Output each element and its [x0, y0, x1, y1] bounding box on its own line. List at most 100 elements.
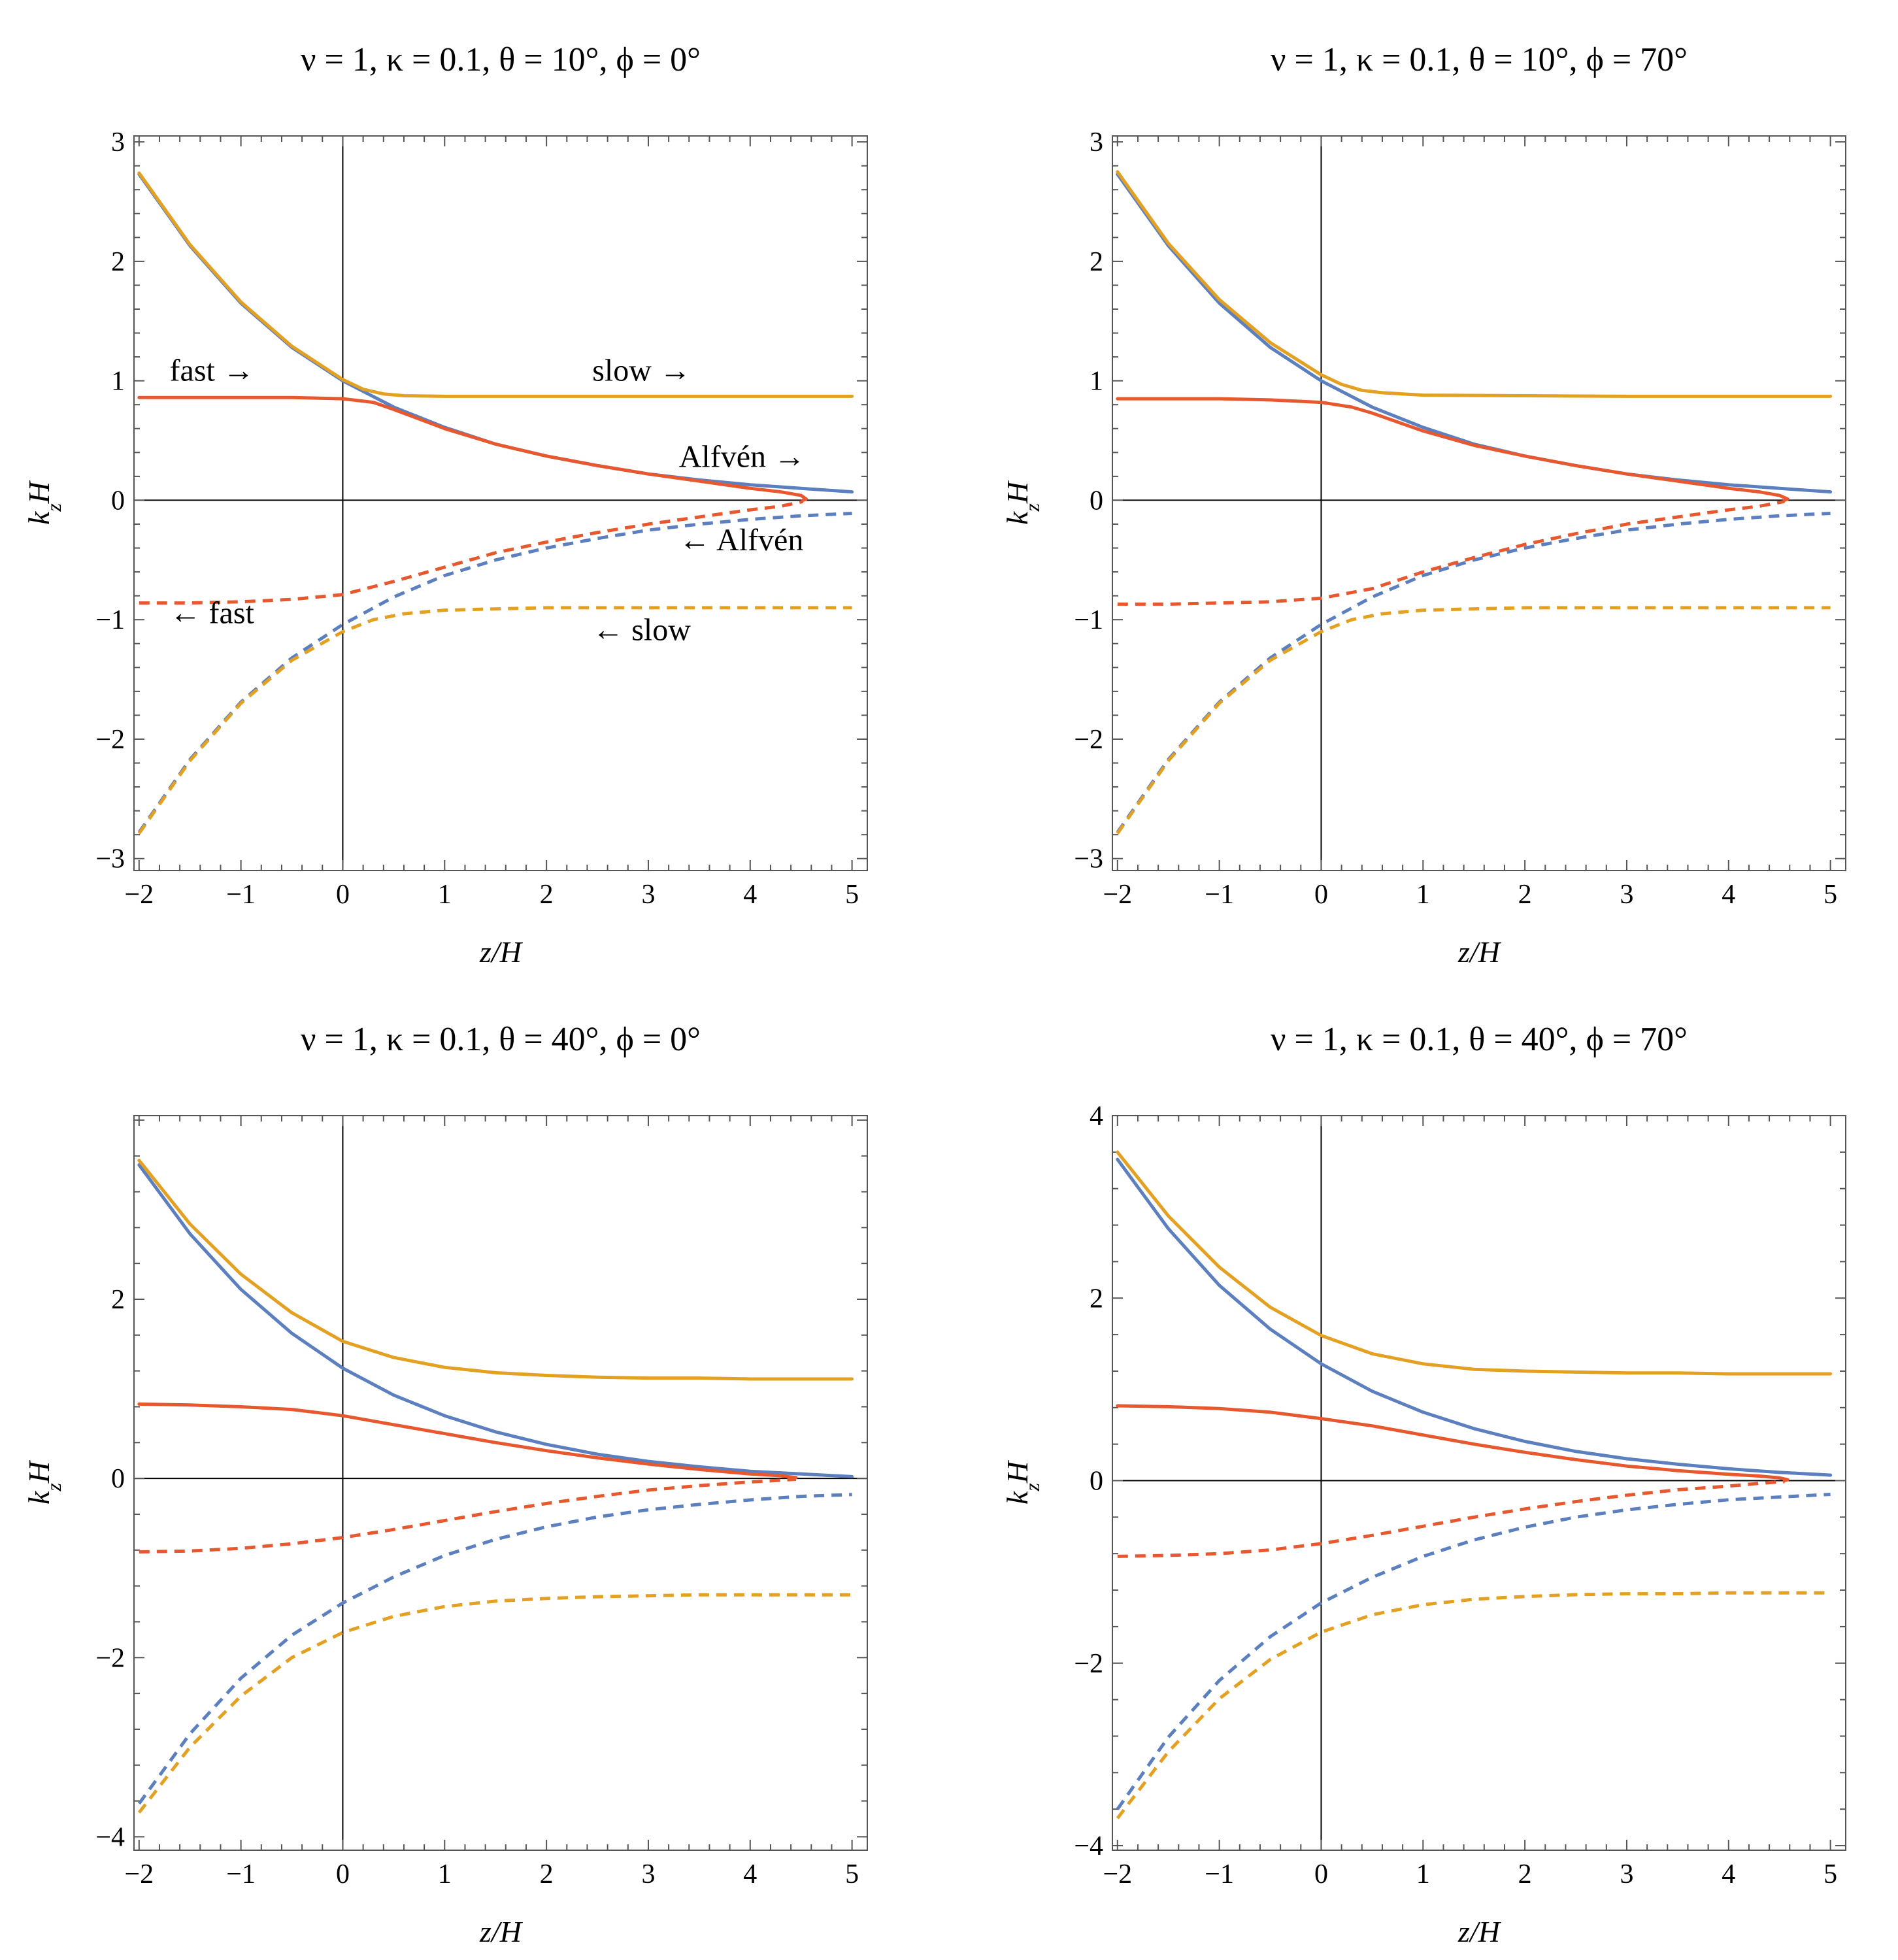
y-tick-label: 2: [111, 247, 125, 277]
y-tick-label: 3: [111, 127, 125, 158]
y-tick-label: 0: [111, 486, 125, 516]
y-tick-label: −2: [1074, 1649, 1103, 1679]
x-tick-label: 0: [1314, 880, 1328, 910]
series-line-fast-solid: [1116, 1404, 1790, 1482]
series-group: [137, 171, 854, 835]
y-axis-label: kzH: [22, 480, 65, 525]
series-line-slow-dashed: [1116, 1591, 1831, 1819]
y-tick-label: −4: [95, 1822, 125, 1852]
x-tick-label: 5: [845, 1859, 859, 1889]
series-line-fast-solid: [137, 395, 808, 502]
x-tick-label: 3: [641, 880, 655, 910]
x-tick-label: −1: [1205, 1859, 1234, 1889]
annotation-label: slow →: [592, 354, 691, 388]
y-tick-label: 0: [111, 1464, 125, 1494]
x-tick-label: −1: [226, 1859, 256, 1889]
series-group: [137, 1159, 854, 1814]
y-tick-label: −3: [1074, 844, 1103, 874]
x-tick-label: −2: [124, 880, 154, 910]
plot-frame: [1112, 135, 1846, 871]
annotation-label: ← fast: [170, 596, 255, 631]
series-group: [1116, 170, 1833, 835]
x-tick-label: 5: [845, 880, 859, 910]
x-tick-label: 4: [1722, 1859, 1735, 1889]
chart-title: ν = 1, κ = 0.1, θ = 10°, ϕ = 70°: [1271, 41, 1688, 78]
y-tick-label: 1: [111, 367, 125, 397]
series-line-slow-solid: [137, 1159, 854, 1381]
series-line-alfven-dashed: [137, 512, 852, 833]
series-line-fast-dashed: [1117, 1480, 1785, 1558]
x-tick-label: 0: [336, 1859, 350, 1889]
series-line-alfven-dashed: [1116, 512, 1831, 833]
series-line-fast-solid: [137, 1402, 798, 1480]
chart-title: ν = 1, κ = 0.1, θ = 40°, ϕ = 70°: [1271, 1021, 1688, 1058]
y-tick-label: 2: [111, 1285, 125, 1315]
x-tick-label: 2: [1518, 880, 1532, 910]
chart-title: ν = 1, κ = 0.1, θ = 10°, ϕ = 0°: [301, 41, 701, 78]
series-line-slow-dashed: [1116, 606, 1831, 835]
plot-frame: [1112, 1115, 1846, 1851]
series-line-slow-solid: [1116, 1150, 1833, 1376]
plot-frame: [133, 135, 868, 871]
series-line-slow-dashed: [137, 1593, 852, 1814]
annotation-label: Alfvén →: [679, 439, 805, 474]
x-tick-label: −2: [1103, 1859, 1132, 1889]
x-tick-label: 3: [1620, 880, 1633, 910]
series-line-alfven-dashed: [137, 1493, 852, 1805]
series-line-fast-dashed: [139, 1478, 797, 1553]
x-tick-label: 1: [1416, 880, 1430, 910]
series-line-alfven-solid: [1116, 1157, 1833, 1477]
plot-frame: [133, 1115, 868, 1851]
x-tick-label: 4: [1722, 880, 1735, 910]
series-line-fast-solid: [1116, 397, 1790, 502]
annotation-label: fast →: [170, 354, 254, 388]
x-tick-label: −1: [226, 880, 256, 910]
annotation-label: ← Alfvén: [679, 523, 804, 557]
chart-title: ν = 1, κ = 0.1, θ = 40°, ϕ = 0°: [301, 1021, 701, 1058]
x-tick-label: 2: [540, 880, 554, 910]
x-tick-label: −1: [1205, 880, 1234, 910]
series-line-slow-solid: [137, 171, 854, 398]
x-tick-label: −2: [124, 1859, 154, 1889]
y-tick-label: 0: [1090, 1467, 1103, 1497]
x-tick-label: 1: [1416, 1859, 1430, 1889]
x-tick-label: 3: [641, 1859, 655, 1889]
x-tick-label: 5: [1823, 1859, 1837, 1889]
y-axis-label: kzH: [22, 1459, 65, 1504]
y-tick-label: 0: [1090, 486, 1103, 516]
x-tick-label: 0: [336, 880, 350, 910]
y-tick-label: −1: [1074, 605, 1103, 635]
x-tick-label: 1: [438, 880, 452, 910]
series-line-fast-dashed: [1117, 499, 1785, 606]
x-tick-label: 4: [743, 1859, 757, 1889]
x-tick-label: −2: [1103, 880, 1132, 910]
chart-panel-3: ν = 1, κ = 0.1, θ = 40°, ϕ = 0° −2 −1 0 1 2 3 4…: [22, 1021, 868, 1948]
chart-panel-4: ν = 1, κ = 0.1, θ = 40°, ϕ = 70° −2 −1 0 1 2 3…: [1001, 1021, 1846, 1948]
y-axis-label: kzH: [1001, 480, 1044, 525]
x-tick-label: 2: [1518, 1859, 1532, 1889]
y-tick-label: −1: [95, 605, 125, 635]
y-tick-label: 2: [1090, 1284, 1103, 1314]
y-tick-label: −4: [1074, 1831, 1103, 1861]
y-tick-label: −2: [95, 725, 125, 755]
series-line-alfven-dashed: [1116, 1493, 1831, 1810]
y-axis-label: kzH: [1001, 1459, 1044, 1504]
series-line-slow-solid: [1116, 170, 1833, 398]
chart-panel-2: ν = 1, κ = 0.1, θ = 10°, ϕ = 70° −2 −1 0 1 2 3…: [1001, 41, 1846, 969]
y-tick-label: 1: [1090, 367, 1103, 397]
x-tick-label: 0: [1314, 1859, 1328, 1889]
series-line-alfven-solid: [137, 1163, 854, 1478]
y-tick-label: 4: [1090, 1101, 1103, 1131]
series-line-slow-dashed: [137, 606, 852, 835]
series-line-fast-dashed: [139, 499, 804, 605]
y-tick-label: 2: [1090, 247, 1103, 277]
x-tick-label: 1: [438, 1859, 452, 1889]
annotation-label: ← slow: [592, 612, 691, 647]
x-axis-label: z/H: [479, 935, 524, 969]
x-tick-label: 2: [540, 1859, 554, 1889]
y-tick-label: −2: [1074, 725, 1103, 755]
x-axis-label: z/H: [479, 1915, 524, 1948]
y-tick-label: −2: [95, 1643, 125, 1673]
x-axis-label: z/H: [1457, 1915, 1502, 1948]
